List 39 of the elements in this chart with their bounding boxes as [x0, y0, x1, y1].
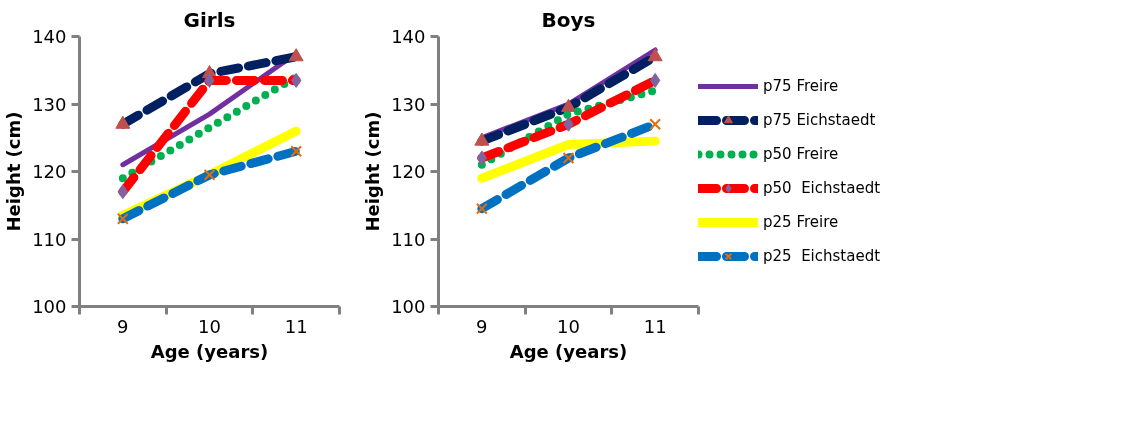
y-tick-label: 130 — [32, 93, 67, 115]
legend-label: p25 Eichstaedt — [763, 247, 881, 265]
y-tick-label: 140 — [32, 26, 67, 47]
point — [203, 168, 216, 181]
point — [475, 202, 488, 215]
y-tick-label: 130 — [391, 93, 426, 115]
chart-title: Boys — [541, 7, 596, 32]
x-tick-label: 9 — [476, 315, 488, 337]
point — [290, 145, 303, 158]
legend-label: p25 Freire — [763, 213, 839, 231]
point — [647, 48, 663, 62]
y-tick-label: 100 — [32, 296, 67, 317]
point — [115, 115, 131, 129]
x-tick-label: 11 — [284, 315, 308, 337]
legend-label: p50 Eichstaedt — [763, 179, 881, 197]
x-tick-label: 10 — [557, 315, 580, 337]
x-tick-label: 10 — [198, 315, 221, 337]
point — [116, 212, 129, 225]
y-axis-title: Height (cm) — [3, 111, 25, 232]
legend-label: p50 Freire — [763, 145, 839, 163]
point — [474, 132, 490, 146]
x-tick-label: 9 — [117, 315, 129, 337]
y-tick-label: 120 — [391, 161, 426, 182]
x-axis-title: Age (years) — [509, 340, 628, 362]
point — [562, 152, 575, 164]
y-tick-label: 100 — [391, 296, 426, 317]
y-tick-label: 110 — [391, 228, 426, 250]
y-tick-label: 120 — [32, 161, 67, 182]
point — [288, 48, 304, 62]
legend-label: p75 Freire — [763, 77, 839, 95]
x-tick-label: 11 — [643, 315, 667, 337]
legend-label: p75 Eichstaedt — [763, 111, 876, 129]
y-tick-label: 140 — [391, 26, 426, 47]
y-axis-title: Height (cm) — [362, 111, 384, 232]
x-axis-title: Age (years) — [150, 340, 269, 362]
chart-title: Girls — [183, 7, 236, 32]
y-tick-label: 110 — [32, 228, 67, 250]
point — [561, 98, 576, 112]
point — [649, 118, 662, 131]
